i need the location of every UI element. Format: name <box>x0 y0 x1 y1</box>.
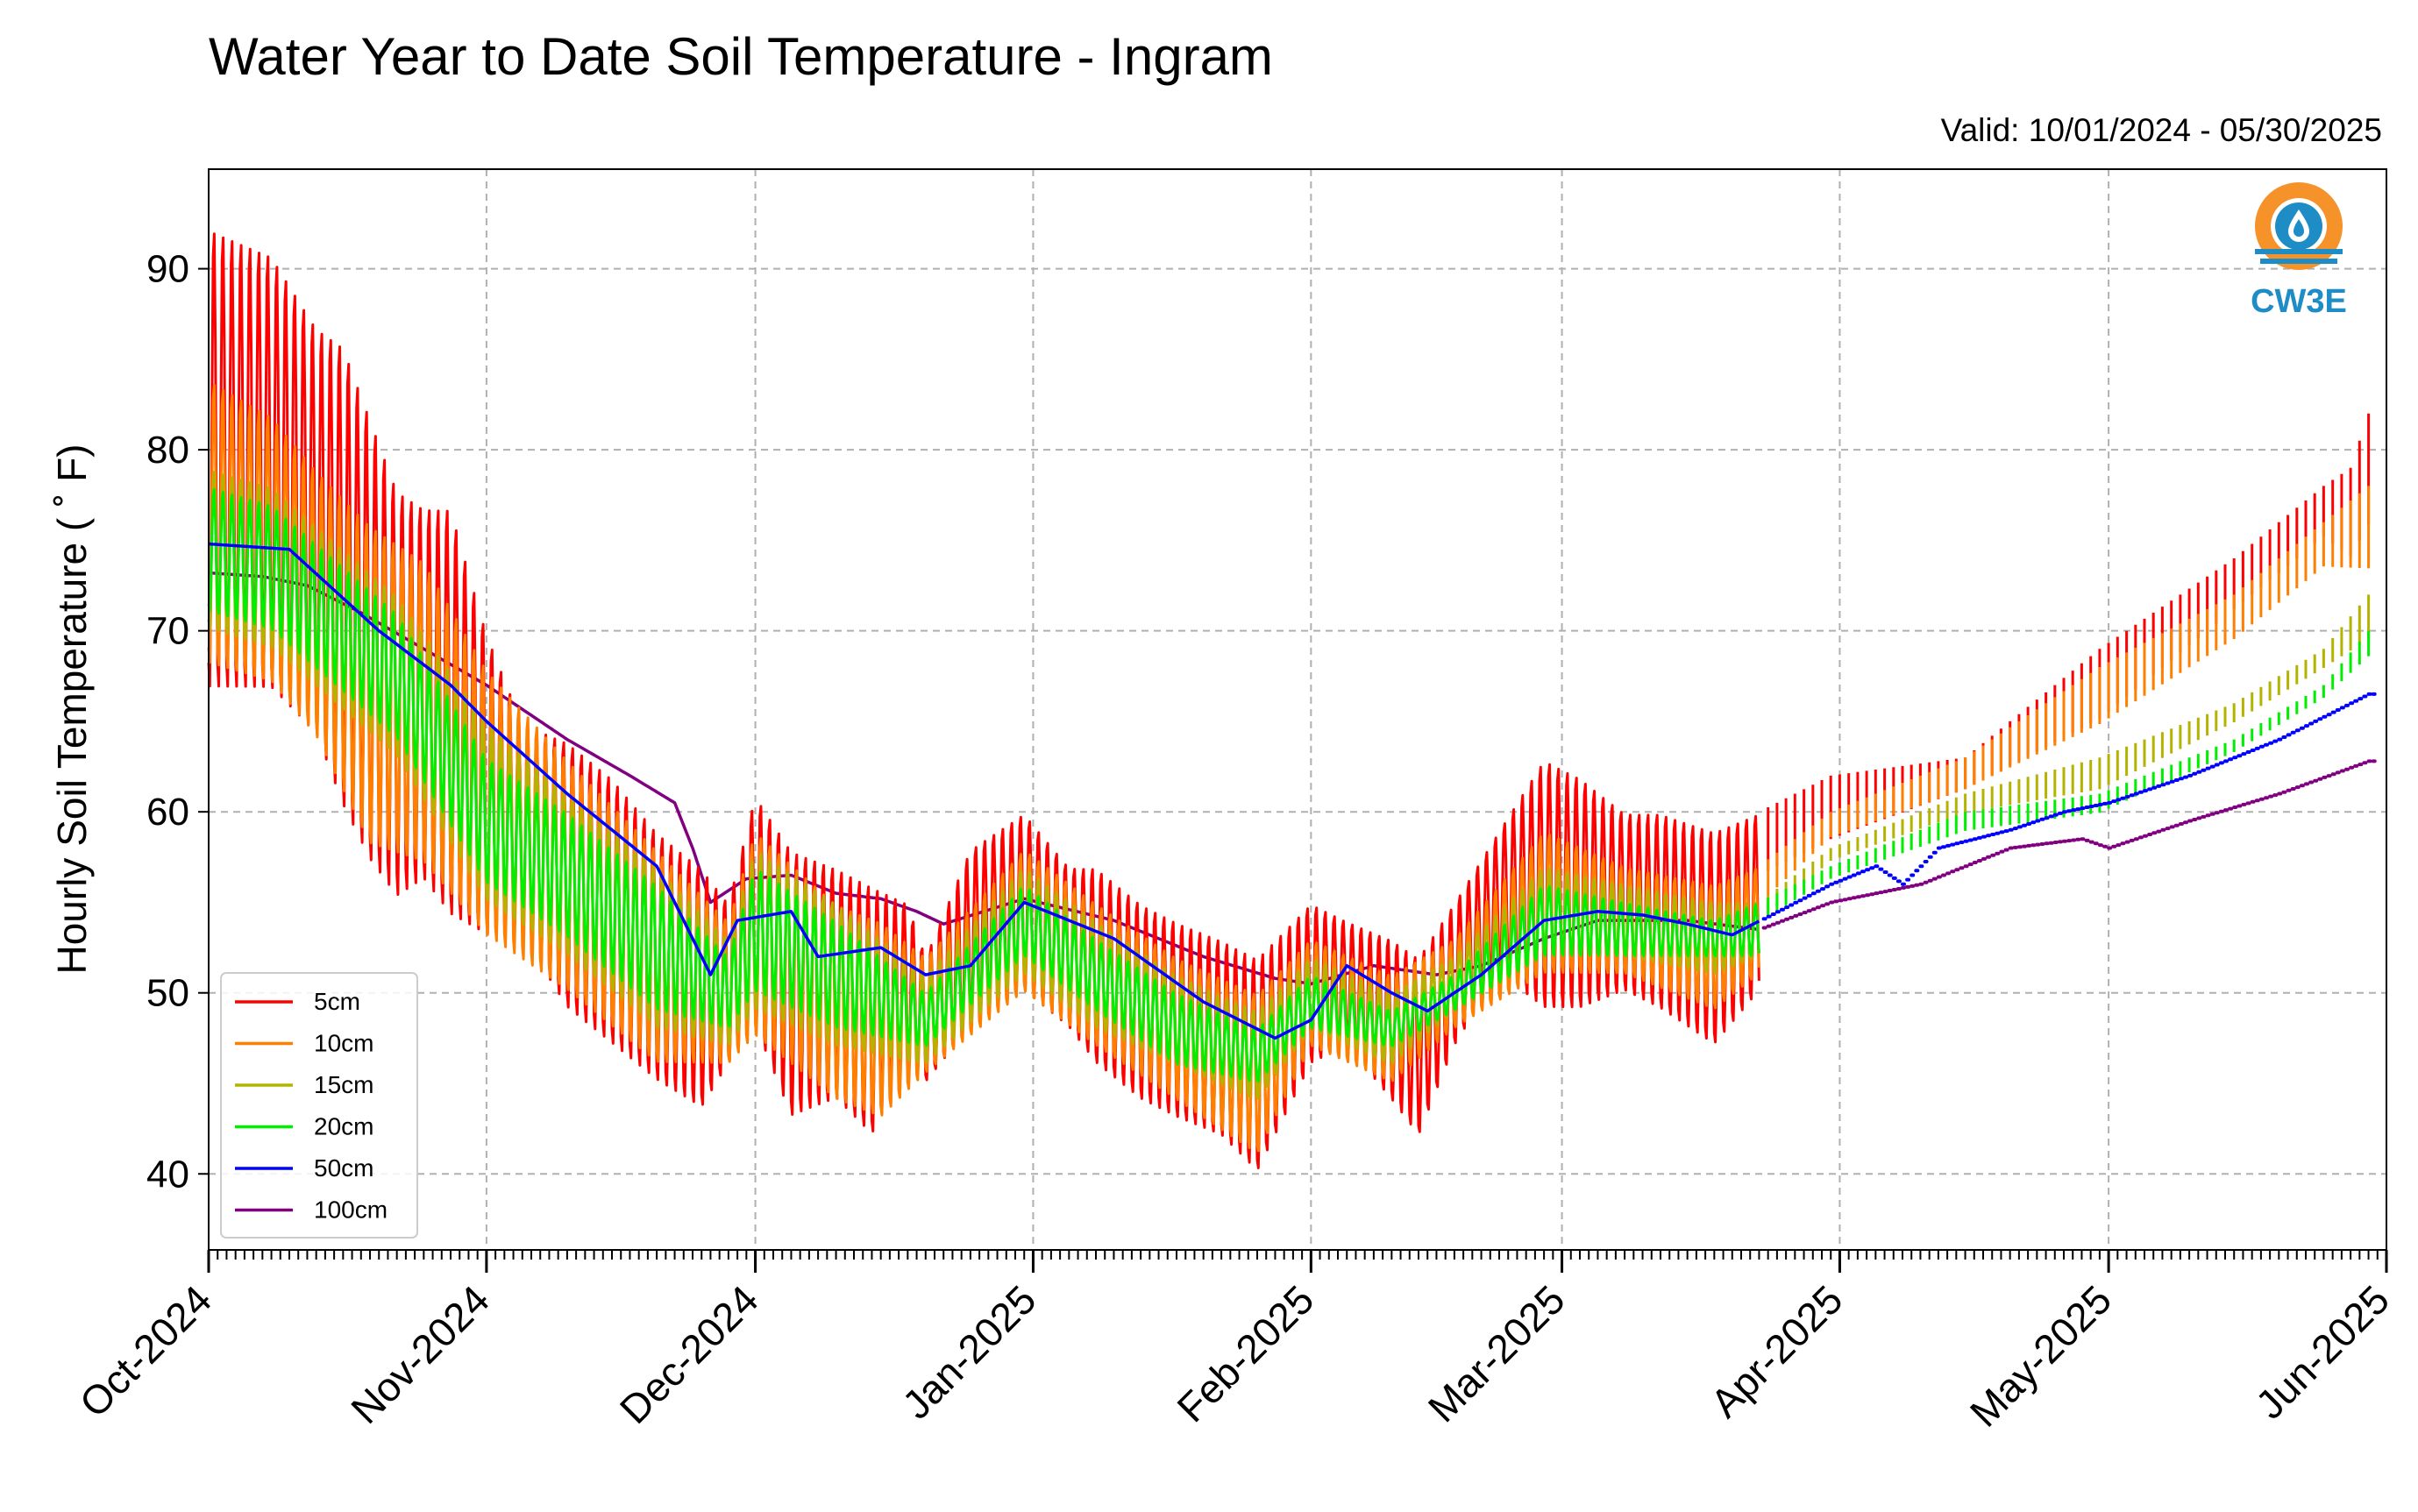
legend-label-15cm: 15cm <box>314 1071 373 1098</box>
legend-box <box>220 972 418 1239</box>
y-tick-label: 70 <box>146 610 189 653</box>
x-tick-label: Dec-2024 <box>611 1276 767 1432</box>
series-20cm <box>207 488 2371 1083</box>
y-tick-label: 40 <box>146 1153 189 1196</box>
series-line-5cm <box>207 232 1760 1169</box>
x-tick-label: Jun-2025 <box>2247 1276 2398 1427</box>
legend-label-100cm: 100cm <box>314 1196 388 1224</box>
series-10cm <box>207 384 2371 1153</box>
x-tick-label: Jan-2025 <box>893 1276 1044 1427</box>
axis-layer: 40 50 60 70 80 90 Oct-2024 Nov-2024 Dec-2024 Jan-… <box>71 248 2399 1436</box>
y-axis-label: Hourly Soil Temperature ( ˚ F) <box>49 444 95 975</box>
legend-label-5cm: 5cm <box>314 988 360 1015</box>
chart-title: Water Year to Date Soil Temperature - In… <box>209 27 1273 86</box>
series-layer <box>207 232 2377 1169</box>
legend-label-20cm: 20cm <box>314 1113 373 1140</box>
series-line-20cm <box>207 488 1760 1083</box>
legend-label-10cm: 10cm <box>314 1030 373 1057</box>
x-tick-label: May-2025 <box>1961 1276 2120 1435</box>
series-50cm <box>208 542 2377 1040</box>
x-tick-label: Apr-2025 <box>1702 1276 1852 1426</box>
legend: 5cm 10cm 15cm 20cm 50cm 100cm <box>220 972 418 1239</box>
series-segments-10cm <box>1767 486 2371 896</box>
series-line-50cm <box>208 542 1760 1040</box>
chart-subtitle: Valid: 10/01/2024 - 05/30/2025 <box>1940 112 2382 148</box>
series-dots-100cm <box>1761 759 2377 930</box>
grid-layer <box>208 169 2387 1250</box>
series-5cm <box>207 232 2371 1169</box>
x-tick-label: Nov-2024 <box>342 1276 498 1432</box>
y-tick-label: 90 <box>146 248 189 291</box>
x-tick-label: Feb-2025 <box>1168 1276 1322 1430</box>
cw3e-logo-text: CW3E <box>2251 283 2347 320</box>
cw3e-logo: CW3E <box>2234 181 2364 328</box>
y-tick-label: 80 <box>146 429 189 472</box>
y-tick-label: 50 <box>146 972 189 1015</box>
x-tick-label: Oct-2024 <box>71 1276 221 1426</box>
x-tick-label: Mar-2025 <box>1419 1276 1574 1430</box>
legend-label-50cm: 50cm <box>314 1154 373 1182</box>
plot-frame <box>208 168 2387 1251</box>
series-dots-50cm <box>1761 692 2377 921</box>
y-tick-label: 60 <box>146 791 189 834</box>
cw3e-logo-icon: CW3E <box>2251 182 2347 320</box>
